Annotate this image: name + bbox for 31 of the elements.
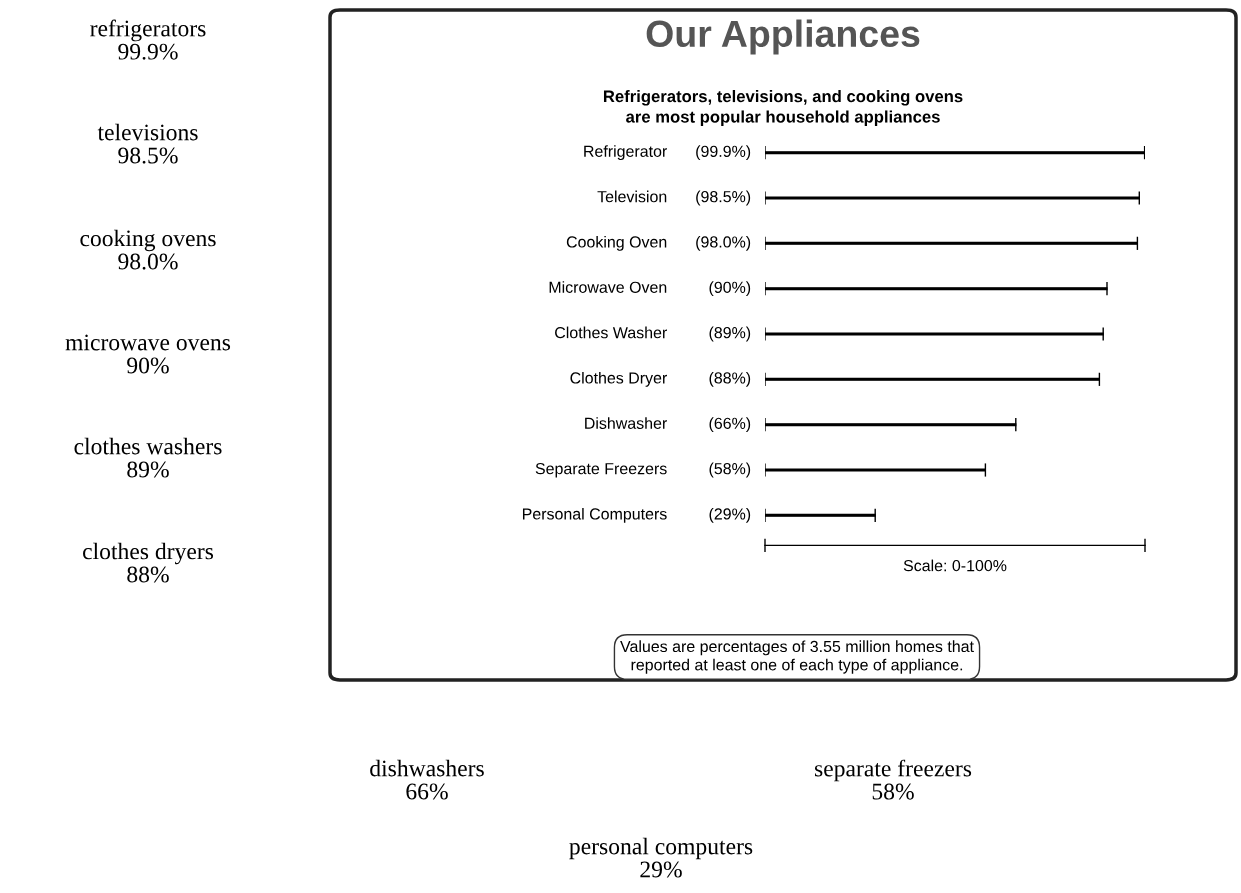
text: cooking ovens 98.0% xyxy=(80,229,216,270)
y-tick-label: Dishwasher xyxy=(585,417,667,429)
text: clothes dryers 88% xyxy=(83,542,214,583)
chart-subtitle: Refrigerators, televisions, and cooking ovens are most popular household appliances xyxy=(603,90,963,126)
y-tick-label: Clothes Dryer xyxy=(570,371,667,387)
text: clothes washers 89% xyxy=(74,437,222,478)
text: personal computers 29% xyxy=(569,837,753,878)
data-label: (98.5%) xyxy=(696,190,751,206)
y-tick-label: Personal Computers xyxy=(522,507,667,523)
text: Values are percentages of 3.55 million homes that reported at least one of each type of appliance. xyxy=(620,640,974,674)
text: microwave ovens 90% xyxy=(65,334,231,374)
text: televisions 98.5% xyxy=(97,123,198,164)
text: Scale: 0-100% xyxy=(903,559,1007,572)
data-label: (58%) xyxy=(709,462,751,478)
data-label: (88%) xyxy=(709,371,751,387)
text: refrigerators 99.9% xyxy=(90,19,206,60)
y-tick-label: Separate Freezers xyxy=(535,462,667,478)
data-label: (89%) xyxy=(709,326,751,342)
y-tick-label: Refrigerator xyxy=(584,145,667,161)
y-tick-label: Television xyxy=(597,190,667,203)
data-label: (98.0%) xyxy=(696,235,751,251)
data-label: (99.9%) xyxy=(696,145,751,161)
y-tick-label: Microwave Oven xyxy=(549,281,667,293)
text: separate freezers 58% xyxy=(815,759,972,800)
chart-title: Our Appliances xyxy=(646,19,920,55)
data-label: (90%) xyxy=(709,281,751,297)
data-label: (66%) xyxy=(709,417,751,433)
text: dishwashers 66% xyxy=(370,759,484,800)
data-label: (29%) xyxy=(709,507,751,523)
y-tick-label: Clothes Washer xyxy=(555,326,667,339)
y-tick-label: Cooking Oven xyxy=(566,235,667,251)
